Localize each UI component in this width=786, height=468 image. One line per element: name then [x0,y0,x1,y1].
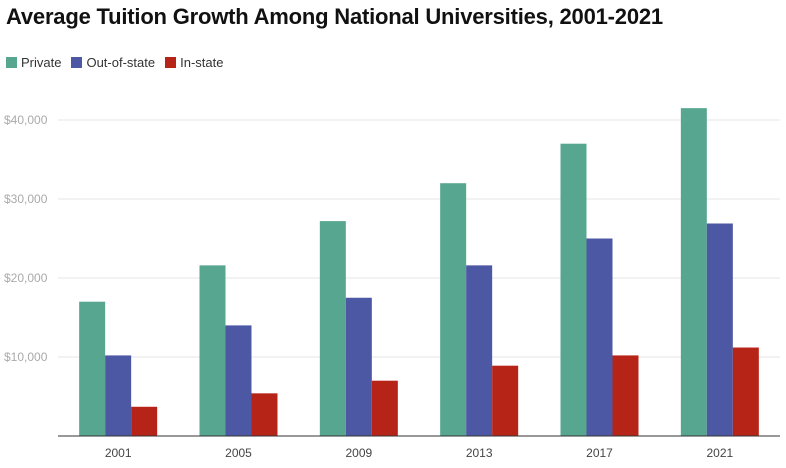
x-tick-label-2013: 2013 [466,446,493,460]
legend-swatch-out-of-state [71,57,83,68]
x-tick-label-2017: 2017 [586,446,613,460]
legend-item-out-of-state: Out-of-state [71,55,155,70]
bar-out-of-state-2013 [466,265,493,436]
x-tick-label-2005: 2005 [225,446,252,460]
bar-private-2017 [560,143,587,436]
bar-private-2021 [680,108,707,437]
legend-item-private: Private [6,55,61,70]
chart-title: Average Tuition Growth Among National Un… [6,4,663,29]
y-tick-label-40000: $40,000 [4,113,48,127]
bar-in-state-2009 [371,380,398,436]
bar-in-state-2013 [492,365,519,436]
bar-out-of-state-2005 [225,325,252,436]
bar-private-2013 [440,183,467,436]
bar-in-state-2021 [732,347,759,436]
bar-in-state-2005 [251,393,278,436]
bar-private-2001 [79,301,106,436]
bar-private-2005 [199,265,226,436]
x-tick-label-2001: 2001 [105,446,132,460]
legend-label-in-state: In-state [180,55,224,70]
legend-label-private: Private [21,55,62,70]
bar-in-state-2017 [612,355,639,436]
x-tick-label-2021: 2021 [706,446,733,460]
bar-out-of-state-2001 [105,355,132,436]
y-tick-label-30000: $30,000 [4,192,48,206]
legend-swatch-private [6,57,17,68]
bar-out-of-state-2009 [345,297,372,436]
y-tick-label-10000: $10,000 [4,350,48,364]
x-tick-label-2009: 2009 [345,446,372,460]
bar-in-state-2001 [131,406,158,436]
legend-item-in-state: In-state [165,55,223,70]
bar-out-of-state-2021 [706,223,733,436]
bar-private-2009 [319,221,346,436]
legend-label-out-of-state: Out-of-state [86,55,156,70]
legend: Private Out-of-state In-state [6,55,233,70]
y-tick-label-20000: $20,000 [4,271,48,285]
bar-out-of-state-2017 [586,238,613,436]
legend-swatch-in-state [165,57,177,68]
